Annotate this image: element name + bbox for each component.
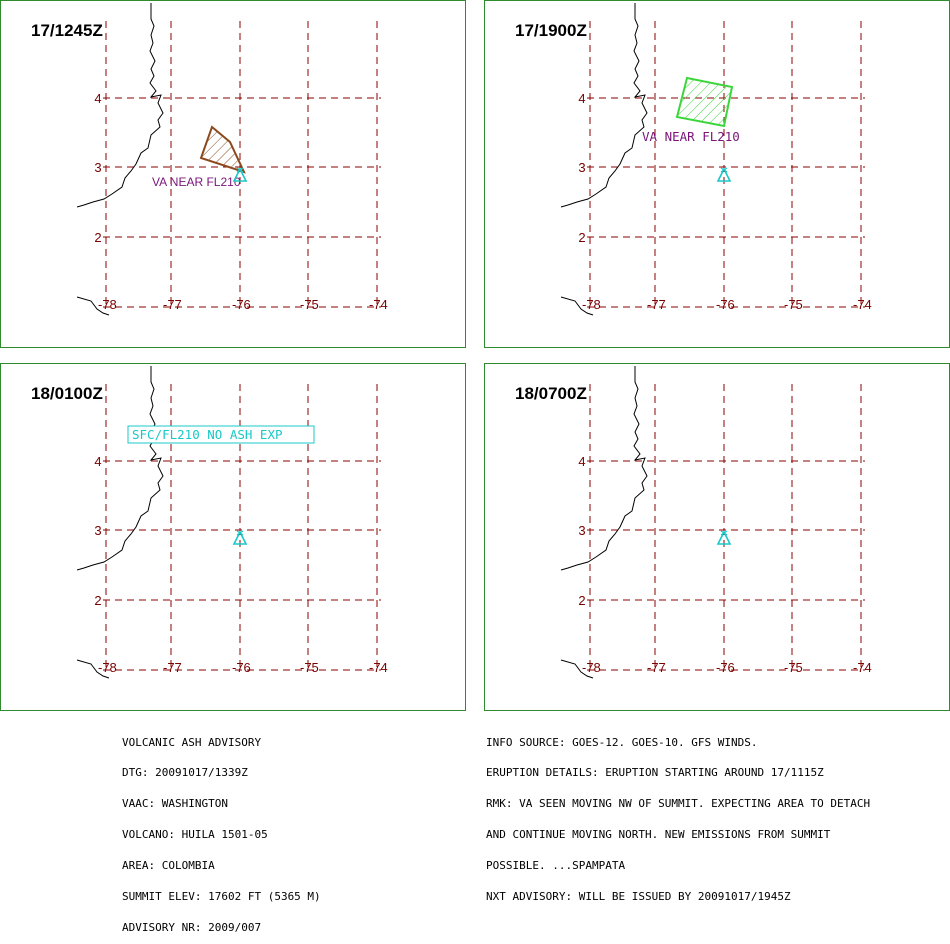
longitude-tick-label: -76	[716, 660, 735, 675]
grid-lines	[587, 384, 865, 672]
ash-label: VA NEAR FL210	[642, 129, 740, 144]
longitude-tick-label: -75	[784, 297, 803, 312]
latitude-tick-label: 4	[94, 454, 101, 469]
volcano-triangle	[232, 167, 248, 182]
longitude-tick-label: -76	[716, 297, 735, 312]
advisory-line: POSSIBLE. ...SPAMPATA	[486, 859, 626, 873]
latitude-tick-label: 3	[578, 160, 585, 175]
advisory-line: VAAC: WASHINGTON	[122, 797, 228, 811]
map-svg-1: 4 3 2 -78 -77 -76 -75 -74 17/1245Z VA NEAR FL2…	[31, 3, 388, 316]
map-panel-3: 4 3 2 -78 -77 -76 -75 -74 SFC/FL210 NO ASH EXP…	[0, 363, 466, 711]
latitude-tick-label: 3	[94, 523, 101, 538]
latitude-tick-label: 4	[578, 91, 585, 106]
volcano-icon	[232, 530, 248, 545]
longitude-tick-label: -75	[784, 660, 803, 675]
advisory-line: SUMMIT ELEV: 17602 FT (5365 M)	[122, 890, 321, 904]
volcano-eruption-mark	[720, 530, 728, 536]
longitude-tick-label: -77	[163, 297, 182, 312]
volcano-icon	[232, 167, 248, 182]
grid-lines	[103, 21, 381, 309]
longitude-labels: -78 -77 -76 -75 -74	[582, 660, 872, 675]
latitude-labels: 4 3 2	[94, 91, 101, 245]
advisory-line: AREA: COLOMBIA	[122, 859, 215, 873]
longitude-tick-label: -75	[300, 660, 319, 675]
latitude-tick-label: 4	[578, 454, 585, 469]
advisory-line: ADVISORY NR: 2009/007	[122, 920, 262, 934]
advisory-header-block: VOLCANIC ASH ADVISORY DTG: 20091017/1339…	[122, 717, 321, 944]
latitude-tick-label: 3	[578, 523, 585, 538]
latitude-labels: 4 3 2	[578, 91, 585, 245]
volcano-eruption-mark	[720, 167, 728, 173]
longitude-tick-label: -75	[300, 297, 319, 312]
longitude-tick-label: -78	[98, 660, 117, 675]
volcano-triangle	[232, 530, 248, 545]
latitude-tick-label: 2	[578, 593, 585, 608]
longitude-tick-label: -74	[853, 660, 872, 675]
advisory-line: DTG: 20091017/1339Z	[122, 766, 248, 780]
advisory-line: RMK: VA SEEN MOVING NW OF SUMMIT. EXPECT…	[486, 797, 871, 811]
volcano-triangle	[716, 530, 732, 545]
longitude-tick-label: -77	[647, 297, 666, 312]
coastline	[560, 3, 648, 316]
advisory-line: VOLCANIC ASH ADVISORY	[122, 735, 262, 749]
coastline	[560, 366, 648, 679]
latitude-tick-label: 2	[578, 230, 585, 245]
advisory-line: AND CONTINUE MOVING NORTH. NEW EMISSIONS…	[486, 828, 831, 842]
no-ash-label: SFC/FL210 NO ASH EXP	[132, 427, 283, 442]
map-panel-4: 4 3 2 -78 -77 -76 -75 -74 18/0700Z	[484, 363, 950, 711]
panel-title: 17/1245Z	[31, 21, 103, 40]
latitude-labels: 4 3 2	[94, 454, 101, 608]
grid-lines	[587, 21, 865, 309]
latitude-labels: 4 3 2	[578, 454, 585, 608]
volcano-eruption-mark	[236, 167, 244, 173]
longitude-tick-label: -74	[369, 297, 388, 312]
map-svg-2: 4 3 2 -78 -77 -76 -75 -74 17/1900Z VA NEAR FL2…	[515, 3, 872, 316]
map-svg-4: 4 3 2 -78 -77 -76 -75 -74 18/0700Z	[515, 366, 872, 679]
advisory-line: ERUPTION DETAILS: ERUPTION STARTING AROU…	[486, 766, 824, 780]
longitude-tick-label: -78	[582, 660, 601, 675]
ash-label: VA NEAR FL210	[152, 175, 241, 189]
longitude-labels: -78 -77 -76 -75 -74	[98, 297, 388, 312]
panel-title: 18/0100Z	[31, 384, 103, 403]
longitude-tick-label: -78	[98, 297, 117, 312]
volcano-eruption-mark	[236, 530, 244, 536]
longitude-tick-label: -78	[582, 297, 601, 312]
advisory-line: NXT ADVISORY: WILL BE ISSUED BY 20091017…	[486, 890, 791, 904]
volcano-icon	[716, 530, 732, 545]
latitude-tick-label: 2	[94, 593, 101, 608]
no-ash-label-box	[127, 425, 315, 444]
longitude-tick-label: -74	[369, 660, 388, 675]
advisory-line: VOLCANO: HUILA 1501-05	[122, 828, 268, 842]
volcano-triangle	[716, 167, 732, 182]
latitude-tick-label: 2	[94, 230, 101, 245]
volcano-icon	[716, 167, 732, 182]
latitude-tick-label: 3	[94, 160, 101, 175]
ash-cloud-polygon	[199, 125, 246, 174]
longitude-tick-label: -76	[232, 297, 251, 312]
advisory-line: INFO SOURCE: GOES-12. GOES-10. GFS WINDS…	[486, 735, 758, 749]
longitude-labels: -78 -77 -76 -75 -74	[582, 297, 872, 312]
map-panel-2: 4 3 2 -78 -77 -76 -75 -74 17/1900Z VA NEAR FL2…	[484, 0, 950, 348]
map-panel-1: 4 3 2 -78 -77 -76 -75 -74 17/1245Z VA NEAR FL2…	[0, 0, 466, 348]
longitude-tick-label: -76	[232, 660, 251, 675]
ash-cloud-polygon	[675, 76, 734, 128]
panel-title: 17/1900Z	[515, 21, 587, 40]
advisory-remarks-block: INFO SOURCE: GOES-12. GOES-10. GFS WINDS…	[486, 717, 870, 913]
latitude-tick-label: 4	[94, 91, 101, 106]
map-svg-3: 4 3 2 -78 -77 -76 -75 -74 SFC/FL210 NO ASH EXP…	[31, 366, 388, 679]
coastline	[76, 366, 164, 679]
panel-title: 18/0700Z	[515, 384, 587, 403]
longitude-tick-label: -74	[853, 297, 872, 312]
coastline	[76, 3, 164, 316]
longitude-tick-label: -77	[647, 660, 666, 675]
longitude-tick-label: -77	[163, 660, 182, 675]
longitude-labels: -78 -77 -76 -75 -74	[98, 660, 388, 675]
